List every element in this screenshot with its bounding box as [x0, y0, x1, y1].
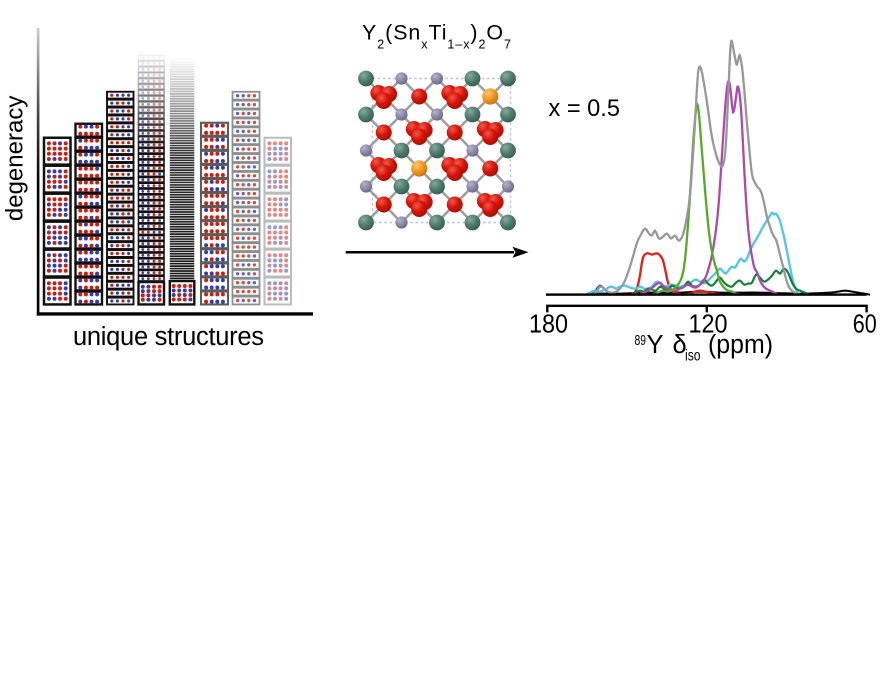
svg-text:180: 180 [529, 310, 568, 338]
svg-text:unique structures: unique structures [73, 323, 264, 351]
svg-text:iso: iso [685, 348, 701, 365]
svg-text:δ: δ [673, 331, 687, 359]
svg-text:60: 60 [853, 310, 877, 338]
svg-text:89: 89 [635, 333, 647, 349]
svg-text:Y: Y [647, 331, 664, 359]
svg-text:Y2(SnxTi1–x)2O7: Y2(SnxTi1–x)2O7 [362, 20, 512, 51]
svg-text:120: 120 [689, 310, 728, 338]
svg-text:(ppm): (ppm) [708, 331, 773, 359]
svg-text:x = 0.5: x = 0.5 [549, 96, 620, 122]
svg-text:degeneracy: degeneracy [2, 96, 29, 221]
